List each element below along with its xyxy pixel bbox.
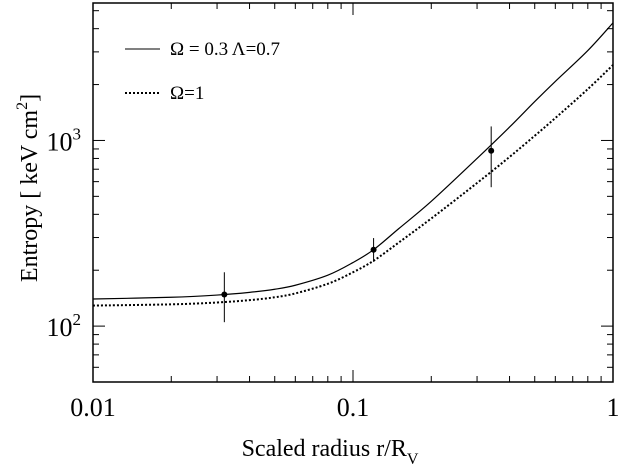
x-axis-title-main: Scaled radius r/R [242,436,407,462]
data-point [221,291,228,298]
y-axis-title-superscript: 2 [14,102,31,110]
x-axis-title: Scaled radius r/RV [242,436,419,468]
legend: Ω = 0.3 Λ=0.7 Ω=1 [125,39,280,104]
legend-label-series-2: Ω=1 [170,83,204,104]
axis-ticks [92,3,613,383]
y-tick-label: 102 [47,310,82,342]
x-tick-label: 0.1 [337,393,370,422]
y-axis-title: Entropy [ keV cm2] [14,94,43,282]
y-axis-title-end: ] [17,94,43,102]
y-tick-label: 103 [47,124,82,156]
y-axis-title-main: Entropy [ keV cm [17,110,43,283]
data-points [221,126,495,323]
y-tick-label-base: 10 [47,313,73,342]
series-line-1 [92,22,614,300]
x-tick-label: 1 [607,393,620,422]
y-tick-label-base: 10 [47,127,73,156]
legend-label-series-1: Ω = 0.3 Λ=0.7 [170,39,280,60]
data-point [488,147,495,154]
y-tick-label-exponent: 2 [73,310,82,329]
x-axis-title-subscript: V [407,451,419,468]
data-point [370,246,377,253]
x-tick-label: 0.01 [70,393,116,422]
y-tick-label-exponent: 3 [73,124,82,143]
series-layer [92,22,614,307]
